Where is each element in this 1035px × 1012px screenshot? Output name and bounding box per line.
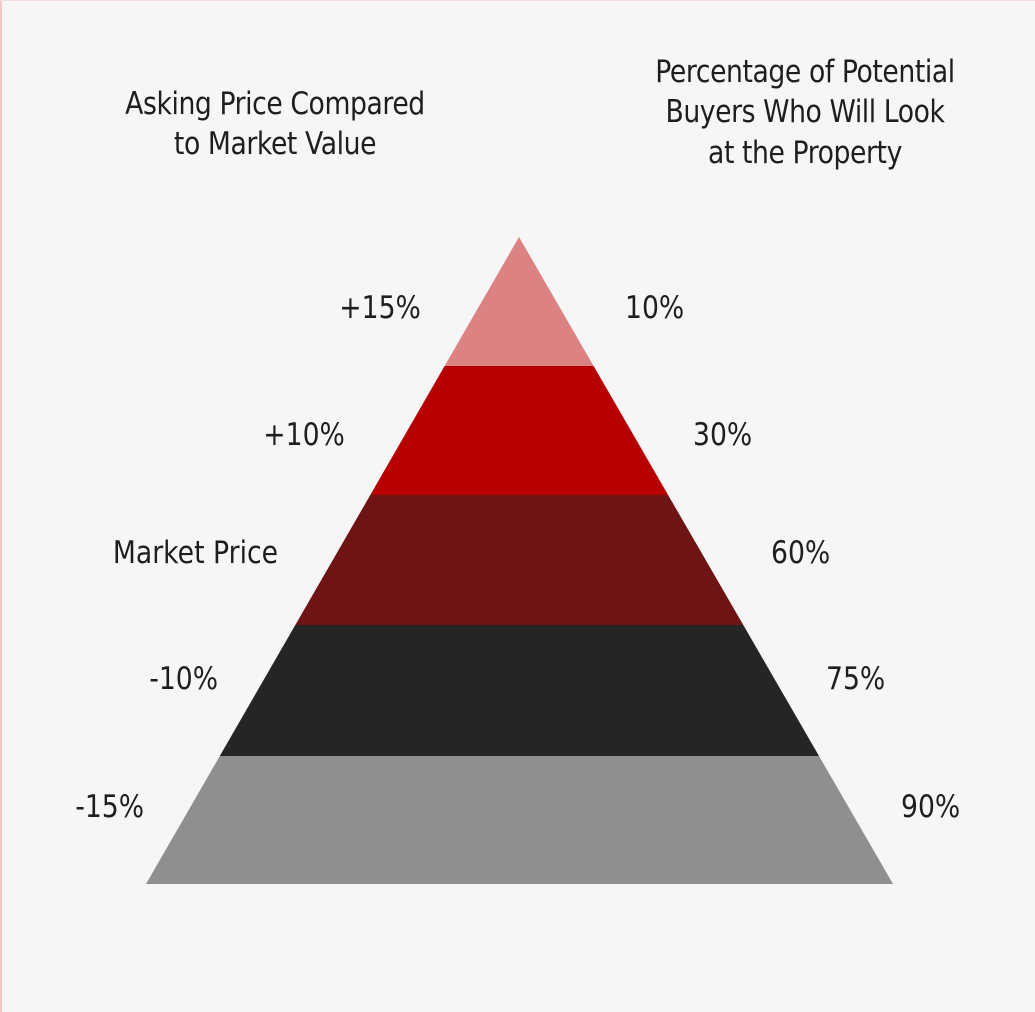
asking-label-plus-10: +10% [263, 417, 345, 453]
pyramid-tier-minus-15 [146, 756, 893, 884]
asking-price-heading-line-2: to Market Value [173, 126, 377, 163]
asking-label-plus-15: +15% [339, 290, 421, 326]
left-edge-line [0, 0, 2, 1012]
top-edge-line [0, 0, 1035, 1]
pyramid-tier-plus-10 [370, 366, 669, 495]
buyers-label-90: 90% [901, 789, 961, 825]
asking-price-heading: Asking Price Compared to Market Value [120, 84, 430, 165]
asking-label-market-price: Market Price [112, 535, 278, 571]
pyramid-tier-minus-10 [219, 625, 820, 756]
buyers-label-75: 75% [826, 661, 886, 697]
buyers-label-10: 10% [625, 290, 685, 326]
buyers-percentage-heading: Percentage of Potential Buyers Who Will … [629, 52, 982, 173]
asking-label-minus-10: -10% [149, 661, 218, 697]
pyramid-tier-market-price [295, 495, 744, 625]
pyramid-tier-plus-15 [444, 237, 594, 366]
buyers-percentage-heading-line-2: Buyers Who Will Look [665, 94, 945, 131]
buyers-label-60: 60% [771, 535, 831, 571]
asking-label-minus-15: -15% [75, 789, 144, 825]
buyers-percentage-heading-line-1: Percentage of Potential [655, 54, 955, 90]
buyers-percentage-heading-line-3: at the Property [708, 134, 902, 171]
asking-price-heading-line-1: Asking Price Compared [125, 86, 425, 122]
buyers-label-30: 30% [693, 417, 753, 453]
